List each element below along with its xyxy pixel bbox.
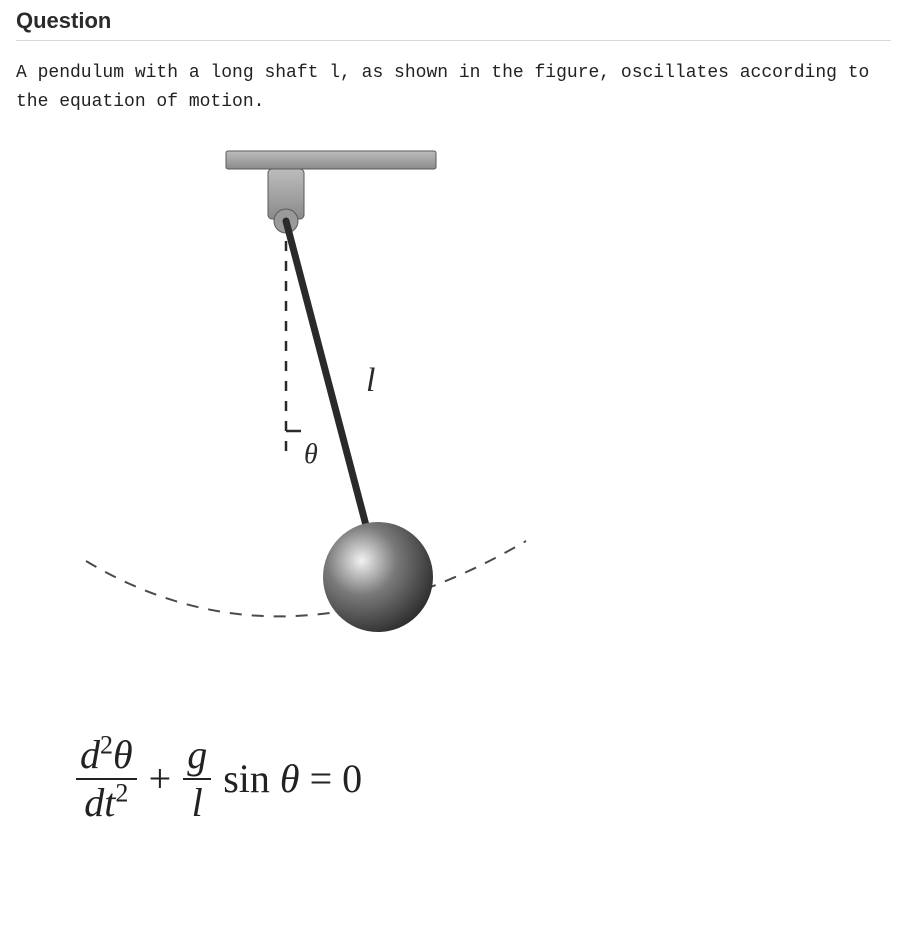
question-heading: Question: [16, 8, 891, 40]
pendulum-rod: [286, 221, 378, 571]
equation-of-motion: d2θ dt2 + g l sin θ = 0: [76, 734, 891, 824]
frac1-numerator: d2θ: [76, 734, 137, 776]
heading-divider: [16, 40, 891, 41]
frac2-numerator: g: [183, 734, 211, 776]
theta-label: θ: [304, 439, 318, 470]
d2theta-dt2-fraction: d2θ dt2: [76, 734, 137, 824]
length-label: l: [366, 362, 375, 399]
pendulum-bob: [323, 522, 433, 632]
swing-arc: [86, 541, 526, 616]
equation-rhs: sin θ = 0: [223, 755, 362, 802]
ceiling-bar: [226, 151, 436, 169]
frac2-denominator: l: [188, 782, 207, 824]
plus-sign: +: [149, 755, 172, 802]
frac1-denominator: dt2: [80, 782, 132, 824]
pendulum-svg: l θ: [56, 141, 536, 701]
question-body: A pendulum with a long shaft l, as shown…: [16, 59, 891, 117]
g-over-l-fraction: g l: [183, 734, 211, 824]
pendulum-figure: l θ: [56, 141, 536, 706]
